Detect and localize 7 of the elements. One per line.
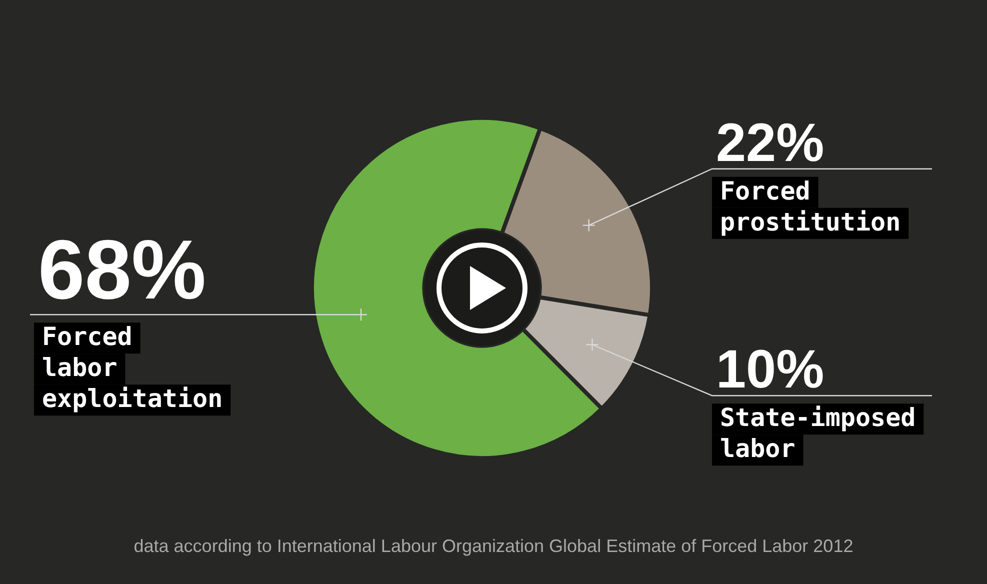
text: data according to International Labour Organization Global Estimate of Forced Labor 2012 (132, 536, 854, 557)
slice-label: Forced labor exploitation (42, 322, 223, 414)
data-label: 68% (38, 222, 206, 317)
slice-label: State-imposed labor (720, 403, 916, 464)
slice-label: Forced prostitution (720, 176, 901, 236)
data-label: 22% (716, 112, 824, 173)
data-label: 10% (716, 340, 824, 400)
